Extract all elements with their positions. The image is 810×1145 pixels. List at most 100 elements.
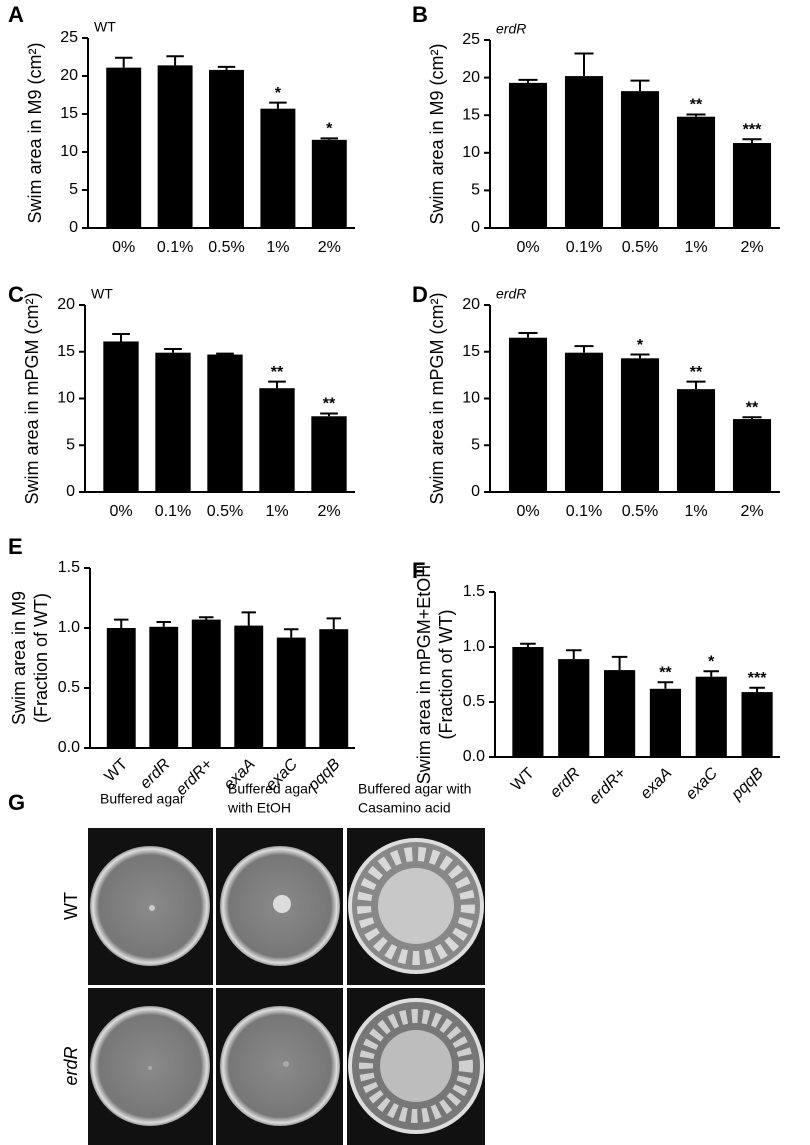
y-tick-label: 20 bbox=[462, 296, 480, 313]
y-tick-label: 0.5 bbox=[463, 693, 485, 710]
bar bbox=[508, 82, 548, 228]
x-tick-label: 1% bbox=[265, 503, 288, 520]
bar bbox=[620, 91, 660, 228]
y-axis-label: Swim area in mPGM+EtOH bbox=[414, 565, 434, 785]
bar bbox=[191, 619, 221, 748]
y-tick-label: 0 bbox=[471, 483, 480, 500]
error-bar bbox=[114, 618, 129, 628]
bar bbox=[260, 108, 296, 228]
x-tick-label: 0% bbox=[112, 239, 135, 256]
colony bbox=[273, 895, 291, 913]
error-bar bbox=[520, 642, 536, 647]
x-tick-label: 2% bbox=[318, 239, 341, 256]
y-tick-label: 0.0 bbox=[463, 748, 485, 765]
error-bar bbox=[611, 655, 628, 671]
bar bbox=[103, 341, 139, 492]
y-tick-label: 20 bbox=[57, 296, 75, 313]
significance: * bbox=[275, 85, 282, 102]
error-bar bbox=[703, 670, 720, 677]
error-bar bbox=[518, 332, 538, 338]
y-tick-label: 1.5 bbox=[58, 559, 80, 576]
column-header: Buffered agar with bbox=[358, 781, 471, 797]
y-tick-label: 25 bbox=[60, 29, 78, 46]
error-bar bbox=[630, 353, 650, 359]
error-bar bbox=[284, 628, 299, 638]
error-bar bbox=[749, 686, 765, 693]
error-bar bbox=[166, 55, 184, 66]
bar bbox=[558, 659, 590, 757]
x-tick-label: exaC bbox=[683, 764, 722, 803]
error-bar bbox=[216, 352, 234, 355]
bar bbox=[319, 629, 349, 748]
x-tick-label: 0.5% bbox=[208, 239, 244, 256]
column-header: Buffered agar bbox=[228, 781, 313, 797]
colony bbox=[149, 905, 155, 911]
colony bbox=[283, 1061, 289, 1067]
bar bbox=[234, 625, 264, 748]
bar bbox=[564, 76, 604, 228]
row-label: WT bbox=[61, 892, 81, 920]
x-tick-label: 0.5% bbox=[207, 503, 243, 520]
error-bar bbox=[742, 138, 762, 144]
error-bar bbox=[269, 101, 287, 109]
significance: ** bbox=[746, 399, 759, 416]
column-header: Casamino acid bbox=[358, 800, 451, 816]
x-tick-label: erdR+ bbox=[586, 765, 629, 808]
panel-label: F bbox=[412, 558, 425, 583]
significance: *** bbox=[748, 670, 767, 687]
x-tick-label: exaA bbox=[637, 765, 675, 803]
y-tick-label: 15 bbox=[60, 105, 78, 122]
x-tick-label: 1% bbox=[684, 239, 707, 256]
panel-label: A bbox=[8, 2, 24, 27]
x-tick-label: 0% bbox=[109, 503, 132, 520]
error-bar bbox=[217, 65, 236, 70]
y-tick-label: 5 bbox=[471, 436, 480, 453]
subtitle: erdR bbox=[496, 21, 526, 37]
swarm bbox=[359, 1009, 473, 1123]
y-axis-label: Swim area in mPGM (cm²) bbox=[22, 292, 42, 504]
x-tick-label: 2% bbox=[740, 239, 763, 256]
bar bbox=[604, 670, 636, 757]
error-bar bbox=[112, 332, 130, 342]
bar bbox=[732, 143, 772, 228]
panel-label: C bbox=[8, 282, 24, 307]
bar bbox=[149, 626, 179, 748]
x-tick-label: 1% bbox=[684, 503, 707, 520]
y-tick-label: 10 bbox=[462, 390, 480, 407]
y-tick-label: 15 bbox=[462, 106, 480, 123]
x-tick-label: WT bbox=[101, 756, 131, 786]
y-tick-label: 0 bbox=[69, 219, 78, 236]
photo-tiles bbox=[88, 828, 485, 1145]
x-tick-label: 0.1% bbox=[157, 239, 193, 256]
error-bar bbox=[268, 380, 286, 389]
error-bar bbox=[742, 416, 762, 420]
y-tick-label: 10 bbox=[462, 144, 480, 161]
bar bbox=[276, 637, 306, 748]
dish bbox=[220, 1006, 340, 1126]
error-bar bbox=[518, 78, 538, 83]
bar bbox=[676, 116, 716, 228]
x-tick-label: WT bbox=[508, 765, 538, 795]
bar bbox=[259, 388, 295, 492]
significance: ** bbox=[659, 664, 672, 681]
x-tick-label: 0.5% bbox=[622, 503, 658, 520]
bar bbox=[106, 67, 142, 228]
error-bar bbox=[199, 616, 214, 620]
x-tick-label: pqqB bbox=[728, 765, 767, 804]
bar bbox=[741, 692, 773, 757]
subtitle: WT bbox=[94, 19, 116, 35]
swarm bbox=[378, 868, 454, 944]
error-bar bbox=[326, 617, 341, 630]
bar bbox=[157, 65, 193, 228]
y-tick-label: 1.5 bbox=[463, 583, 485, 600]
error-bar bbox=[630, 79, 650, 92]
x-tick-label: 2% bbox=[740, 503, 763, 520]
bar bbox=[508, 337, 548, 492]
error-bar bbox=[241, 611, 256, 626]
significance: ** bbox=[690, 364, 703, 381]
y-axis-label: (Fraction of WT) bbox=[31, 593, 51, 723]
x-tick-label: 0.1% bbox=[566, 239, 602, 256]
panel-label: E bbox=[8, 534, 23, 559]
significance: * bbox=[637, 337, 644, 354]
significance: ** bbox=[271, 364, 284, 381]
